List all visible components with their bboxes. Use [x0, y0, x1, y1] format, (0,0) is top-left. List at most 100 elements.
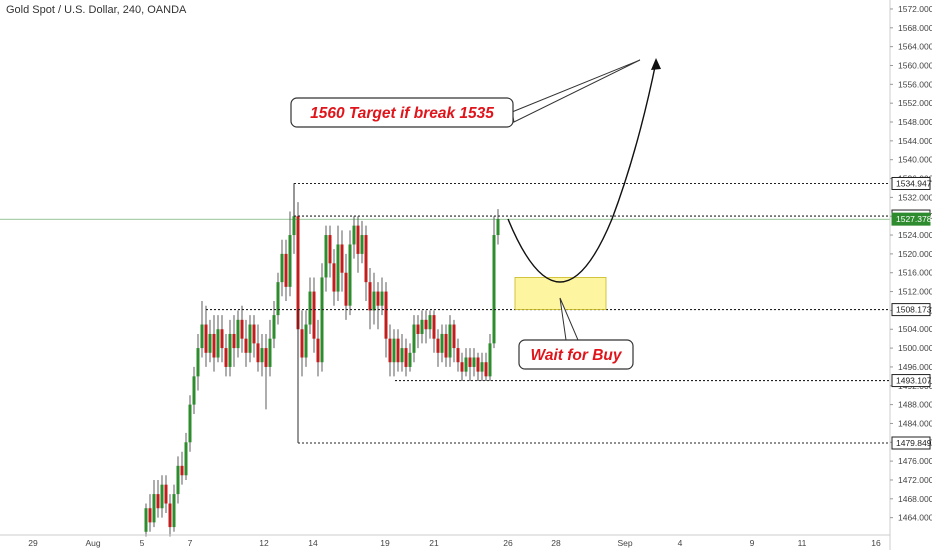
candle[interactable]: [336, 225, 340, 301]
candle[interactable]: [416, 315, 420, 349]
candle[interactable]: [348, 230, 352, 316]
buy-annotation[interactable]: Wait for Buy: [518, 297, 634, 370]
candle[interactable]: [252, 315, 256, 358]
candle[interactable]: [236, 310, 240, 358]
time-tick-label: 28: [551, 538, 561, 548]
candle-body: [204, 324, 208, 353]
candle[interactable]: [196, 333, 200, 391]
candle[interactable]: [268, 319, 272, 377]
candle[interactable]: [304, 310, 308, 367]
candle[interactable]: [472, 348, 476, 377]
candle[interactable]: [248, 315, 252, 363]
candle[interactable]: [460, 352, 464, 382]
candle[interactable]: [192, 366, 196, 415]
candle[interactable]: [400, 333, 404, 372]
candle[interactable]: [332, 249, 336, 306]
candle[interactable]: [408, 343, 412, 372]
candle[interactable]: [172, 484, 176, 532]
candle[interactable]: [476, 352, 480, 382]
candle[interactable]: [256, 324, 260, 372]
candle[interactable]: [404, 338, 408, 377]
candle[interactable]: [184, 432, 188, 480]
candle[interactable]: [496, 209, 500, 245]
candle[interactable]: [440, 324, 444, 363]
candle[interactable]: [420, 310, 424, 344]
candle[interactable]: [288, 211, 292, 297]
candle[interactable]: [436, 329, 440, 367]
candle[interactable]: [152, 479, 156, 528]
candle[interactable]: [368, 268, 372, 330]
candle[interactable]: [148, 494, 152, 532]
candle[interactable]: [328, 225, 332, 278]
candle[interactable]: [484, 352, 488, 382]
candle[interactable]: [456, 338, 460, 372]
candle-body: [212, 333, 216, 358]
candle[interactable]: [224, 333, 228, 377]
candle[interactable]: [388, 324, 392, 377]
candle[interactable]: [324, 225, 328, 292]
candle[interactable]: [208, 319, 212, 363]
candle[interactable]: [240, 305, 244, 353]
candle[interactable]: [432, 310, 436, 353]
candle-body: [340, 244, 344, 273]
price-label-box: [891, 303, 931, 317]
candle[interactable]: [448, 315, 452, 367]
time-tick-label: 5: [140, 538, 145, 548]
candle[interactable]: [352, 216, 356, 259]
candle[interactable]: [480, 352, 484, 382]
candle[interactable]: [468, 348, 472, 382]
candle[interactable]: [444, 324, 448, 367]
candle[interactable]: [356, 216, 360, 273]
candle[interactable]: [428, 310, 432, 339]
candle[interactable]: [316, 319, 320, 377]
candle[interactable]: [260, 333, 264, 377]
candle[interactable]: [312, 277, 316, 353]
candle[interactable]: [276, 272, 280, 325]
candle[interactable]: [376, 282, 380, 330]
candle[interactable]: [372, 272, 376, 325]
candle[interactable]: [464, 348, 468, 377]
candle[interactable]: [308, 277, 312, 334]
projection-path[interactable]: [507, 61, 657, 283]
candle[interactable]: [272, 300, 276, 349]
candle[interactable]: [412, 315, 416, 363]
candle[interactable]: [396, 329, 400, 372]
candle[interactable]: [200, 300, 204, 358]
candle[interactable]: [364, 225, 368, 301]
candle[interactable]: [452, 319, 456, 363]
candle[interactable]: [168, 494, 172, 537]
candle-body: [456, 348, 460, 363]
candle[interactable]: [220, 315, 224, 363]
candle[interactable]: [176, 456, 180, 504]
candle[interactable]: [160, 475, 164, 518]
candle[interactable]: [340, 230, 344, 292]
candle[interactable]: [320, 263, 324, 372]
candle[interactable]: [344, 253, 348, 320]
candle[interactable]: [156, 479, 160, 518]
target-annotation[interactable]: 1560 Target if break 1535: [290, 59, 641, 128]
candle[interactable]: [392, 329, 396, 377]
candle-body: [296, 216, 300, 330]
candle[interactable]: [360, 220, 364, 264]
candle[interactable]: [488, 333, 492, 382]
candle[interactable]: [228, 319, 232, 377]
candle[interactable]: [244, 319, 248, 367]
candle[interactable]: [188, 395, 192, 452]
candle[interactable]: [216, 315, 220, 363]
candle[interactable]: [212, 315, 216, 372]
candle[interactable]: [424, 310, 428, 344]
candle[interactable]: [380, 277, 384, 316]
candle[interactable]: [264, 333, 268, 410]
candle-body: [492, 235, 496, 344]
candle[interactable]: [280, 239, 284, 297]
candle[interactable]: [284, 239, 288, 301]
candle[interactable]: [204, 305, 208, 367]
candle[interactable]: [300, 310, 304, 377]
candle[interactable]: [492, 216, 496, 349]
candle[interactable]: [164, 475, 168, 513]
candle[interactable]: [180, 451, 184, 485]
candle[interactable]: [384, 282, 388, 358]
candle[interactable]: [144, 503, 148, 537]
candle[interactable]: [232, 315, 236, 367]
